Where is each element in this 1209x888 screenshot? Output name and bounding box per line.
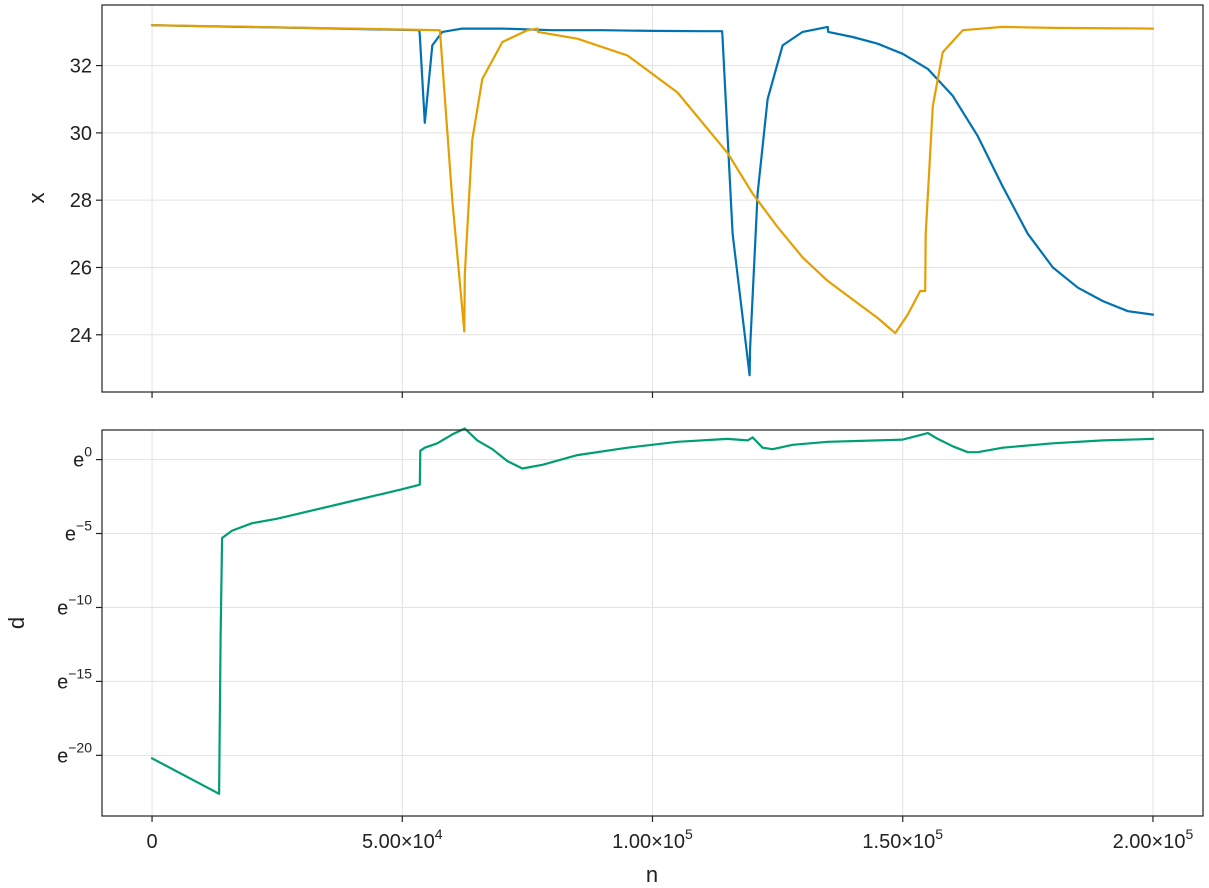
bottom-series-line-0 — [150, 427, 1155, 795]
x-tick-label: 5.00×104 — [362, 826, 443, 853]
bottom-ticks: 0 5.00×104 1.00×105 1.50×105 2.00×105 e−20 e−1… — [57, 444, 1193, 853]
top-series-line-1 — [150, 24, 1155, 335]
y-tick-label: e−15 — [57, 665, 92, 693]
y-tick-label: 24 — [70, 325, 92, 347]
y-tick-label: 28 — [70, 190, 92, 212]
y-tick-label: e0 — [73, 444, 92, 472]
bottom-series-group — [150, 427, 1155, 795]
y-tick-label: 26 — [70, 257, 92, 279]
bottom-y-axis-label: d — [4, 617, 29, 629]
y-tick-label: 32 — [70, 56, 92, 78]
y-tick-label: e−5 — [65, 518, 92, 546]
x-tick-label: 0 — [146, 831, 157, 853]
top-y-axis-label: x — [24, 193, 49, 204]
y-tick-label: e−20 — [57, 739, 92, 767]
top-grid — [102, 5, 1203, 392]
top-plot-panel: 24 26 28 30 32 x — [24, 4, 1204, 398]
x-axis-label: n — [646, 862, 658, 887]
bottom-grid — [102, 430, 1203, 816]
x-tick-label: 2.00×105 — [1113, 826, 1194, 853]
bottom-plot-panel: 0 5.00×104 1.00×105 1.50×105 2.00×105 e−20 e−1… — [4, 427, 1204, 887]
y-tick-label: e−10 — [57, 591, 92, 619]
top-ticks: 24 26 28 30 32 — [70, 56, 1154, 398]
x-tick-label: 1.50×105 — [862, 826, 943, 853]
top-series-line-0 — [150, 24, 1155, 377]
top-series-group — [150, 24, 1155, 377]
y-tick-label: 30 — [70, 123, 92, 145]
x-tick-label: 1.00×105 — [612, 826, 693, 853]
